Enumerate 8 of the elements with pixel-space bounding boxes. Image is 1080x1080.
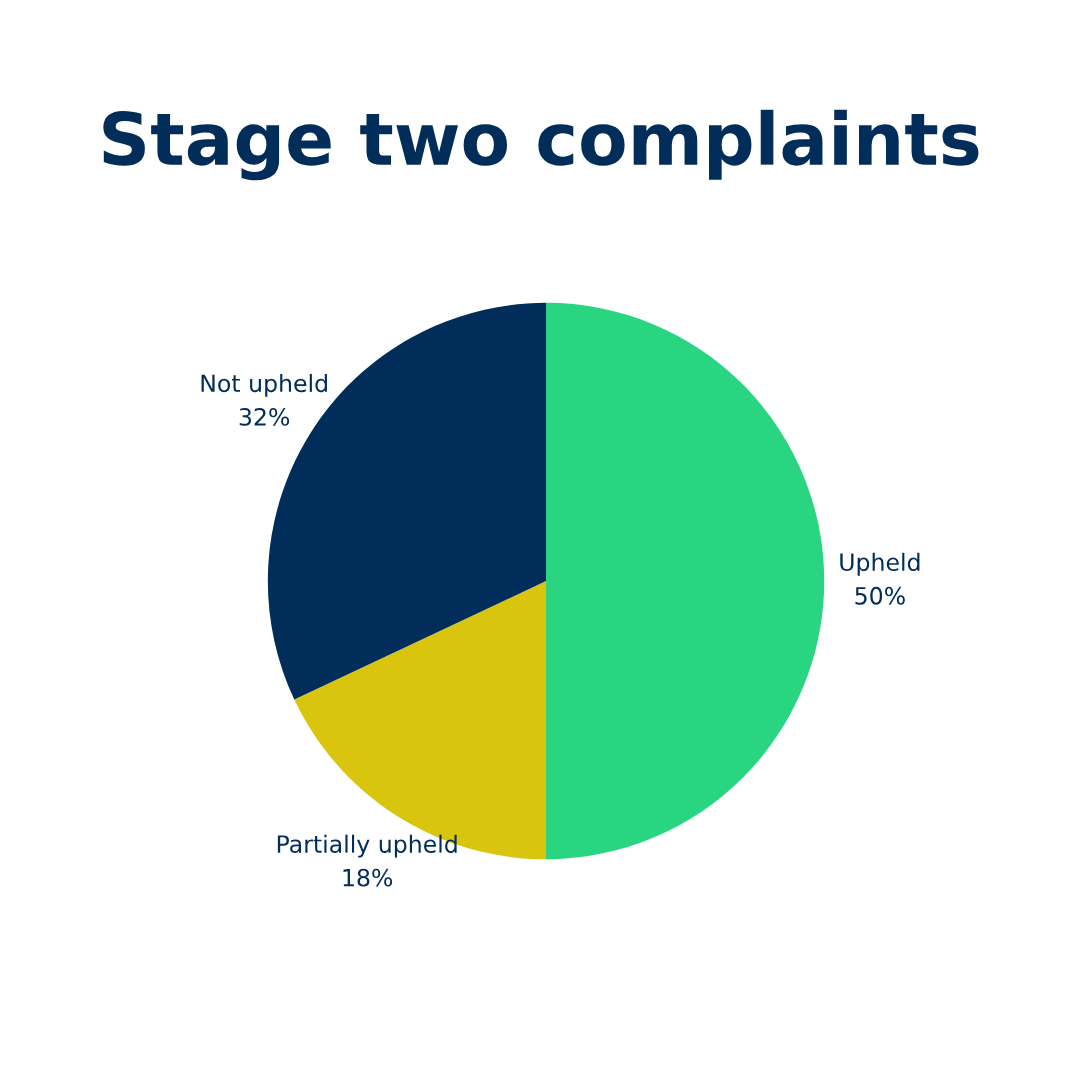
- data-label: 32%: [239, 407, 290, 426]
- data-label: 50%: [855, 586, 905, 605]
- slice-label: Partially upheld: [277, 834, 457, 858]
- data-label: 18%: [343, 868, 393, 887]
- slice-label: Upheld: [840, 552, 920, 576]
- chart-title: Stage two complaints: [103, 109, 979, 181]
- slice-label: Not upheld: [201, 373, 327, 397]
- pie-slice: [546, 302, 825, 860]
